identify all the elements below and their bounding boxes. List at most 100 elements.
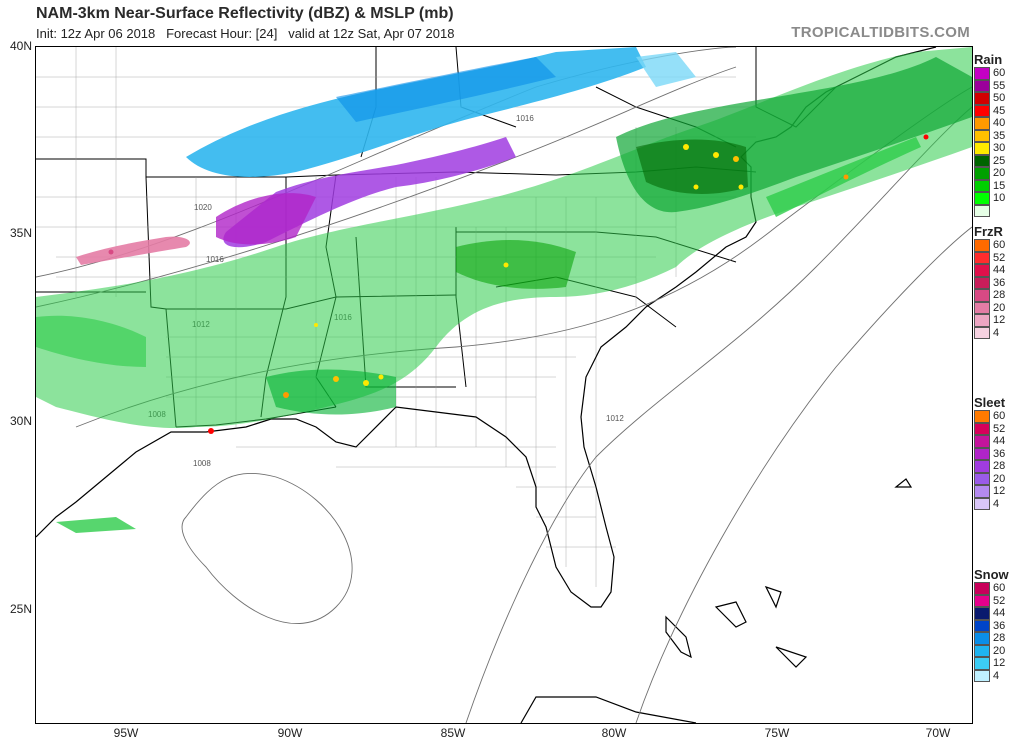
legend-tick-label: 10 bbox=[993, 192, 1006, 204]
isobar-label: 1008 bbox=[193, 459, 211, 468]
sleet-band bbox=[216, 137, 517, 248]
legend-color-row: 45 bbox=[972, 104, 1006, 117]
legend-tick-label: 60 bbox=[993, 582, 1006, 594]
legend-snow: Snow 60 52 44 36 28 20 12 4 bbox=[972, 567, 1009, 682]
legend-swatch bbox=[974, 167, 990, 180]
legend-tick-label: 60 bbox=[993, 67, 1006, 79]
legend-swatch bbox=[974, 460, 990, 473]
legend-tick-label: 44 bbox=[993, 435, 1006, 447]
legend-swatch bbox=[974, 239, 990, 252]
map-subtitle: Init: 12z Apr 06 2018 Forecast Hour: [24… bbox=[36, 26, 455, 41]
brand-watermark: TROPICALTIDBITS.COM bbox=[791, 24, 970, 41]
legend-sleet: Sleet 60 52 44 36 28 20 12 4 bbox=[972, 395, 1005, 510]
legend-color-row: 10 bbox=[972, 192, 1006, 205]
legend-swatch bbox=[974, 410, 990, 423]
legend-color-row: 60 bbox=[972, 410, 1005, 423]
lat-label-40n: 40N bbox=[9, 39, 32, 53]
legend-color-row: 44 bbox=[972, 435, 1005, 448]
legend-tick-label: 15 bbox=[993, 179, 1006, 192]
legend-swatch bbox=[974, 92, 990, 105]
lon-label-85w: 85W bbox=[440, 726, 466, 740]
legend-swatch bbox=[974, 204, 990, 217]
legend-swatch bbox=[974, 251, 990, 264]
legend-tick-label: 20 bbox=[993, 167, 1006, 179]
legend-swatch bbox=[974, 276, 990, 289]
lat-label-30n: 30N bbox=[9, 414, 32, 428]
legend-tick-label: 52 bbox=[993, 594, 1006, 607]
legend-color-row: 30 bbox=[972, 142, 1005, 155]
legend-swatch bbox=[974, 104, 990, 117]
legend-swatch bbox=[974, 129, 990, 142]
legend-color-row: 60 bbox=[972, 67, 1006, 80]
legend-color-row: 60 bbox=[972, 582, 1009, 595]
legend-color-row: 52 bbox=[972, 594, 1009, 607]
legend-swatch bbox=[974, 472, 990, 485]
legend-color-row: 36 bbox=[972, 619, 1009, 632]
legend-color-row: 12 bbox=[972, 314, 1006, 327]
legend-tick-label: 20 bbox=[993, 644, 1006, 657]
legend-tick-label: 45 bbox=[993, 104, 1006, 117]
legend-color-row: 36 bbox=[972, 447, 1005, 460]
legend-color-row: 40 bbox=[972, 117, 1006, 130]
legend-tick-label: 44 bbox=[993, 264, 1006, 276]
legend-swatch bbox=[974, 264, 990, 277]
legend-color-row: 4 bbox=[972, 326, 1003, 339]
isobar-label: 1012 bbox=[606, 414, 624, 423]
legend-swatch bbox=[974, 435, 990, 448]
legend-color-row: 44 bbox=[972, 607, 1009, 620]
legend-color-row: 28 bbox=[972, 460, 1005, 473]
legend-tick-label: 4 bbox=[993, 326, 1000, 339]
legend-swatch bbox=[974, 619, 990, 632]
legend-swatch bbox=[974, 485, 990, 498]
legend-swatch bbox=[974, 142, 990, 155]
legend-tick-label: 50 bbox=[993, 92, 1006, 104]
legend-swatch bbox=[974, 607, 990, 620]
legend-swatch bbox=[974, 326, 990, 339]
legend-color-row: 60 bbox=[972, 239, 1006, 252]
legend-tick-label: 60 bbox=[993, 410, 1006, 422]
legend-tick-label: 36 bbox=[993, 276, 1006, 289]
legend-tick-label: 35 bbox=[993, 129, 1006, 142]
isobar-label: 1016 bbox=[206, 255, 224, 264]
legend-color-row: 20 bbox=[972, 167, 1006, 180]
legend-swatch bbox=[974, 179, 990, 192]
lon-label-70w: 70W bbox=[925, 726, 951, 740]
legend-tick-label: 20 bbox=[993, 472, 1006, 485]
legend-tick-label: 44 bbox=[993, 607, 1006, 619]
reflectivity-map: 1016 1020 1016 1012 1016 1008 1012 1008 bbox=[36, 47, 972, 723]
legend-swatch bbox=[974, 644, 990, 657]
legend-swatch bbox=[974, 497, 990, 510]
lon-label-90w: 90W bbox=[277, 726, 303, 740]
legend-color-row: 15 bbox=[972, 179, 1006, 192]
legend-sleet-scale: 60 52 44 36 28 20 12 4 bbox=[972, 410, 1005, 510]
legend-swatch bbox=[974, 67, 990, 80]
legend-swatch bbox=[974, 192, 990, 205]
legend-frzr-title: FrzR bbox=[974, 224, 1003, 239]
legend-color-row: 4 bbox=[972, 497, 1005, 510]
legend-color-row: 35 bbox=[972, 129, 1006, 142]
legend-swatch bbox=[974, 594, 990, 607]
map-panel[interactable]: 1016 1020 1016 1012 1016 1008 1012 1008 bbox=[35, 46, 973, 724]
legend-tick-label: 52 bbox=[993, 422, 1006, 435]
legend-color-row: 44 bbox=[972, 264, 1006, 277]
legend-snow-title: Snow bbox=[974, 567, 1009, 582]
legend-color-row: 4 bbox=[972, 669, 1009, 682]
legend-tick-label: 12 bbox=[993, 314, 1006, 326]
legend-tick-label: 40 bbox=[993, 117, 1006, 129]
heavy-cores bbox=[108, 134, 929, 434]
legend-rain-scale: 60 55 50 45 40 35 30 25 20 15 10 bbox=[972, 67, 1006, 217]
legend-color-row: 20 bbox=[972, 644, 1009, 657]
legend-tick-label: 20 bbox=[993, 301, 1006, 314]
legend-tick-label: 60 bbox=[993, 239, 1006, 251]
snow-band bbox=[186, 47, 696, 177]
legend-tick-label: 12 bbox=[993, 485, 1006, 497]
legend-swatch bbox=[974, 79, 990, 92]
legend-tick-label: 4 bbox=[993, 497, 1000, 510]
legend-tick-label: 28 bbox=[993, 460, 1006, 472]
legend-color-row: 36 bbox=[972, 276, 1006, 289]
lon-label-95w: 95W bbox=[113, 726, 139, 740]
legend-color-row: 52 bbox=[972, 251, 1005, 264]
freezing-rain-band bbox=[76, 236, 190, 265]
legend-swatch bbox=[974, 422, 990, 435]
legend-snow-scale: 60 52 44 36 28 20 12 4 bbox=[972, 582, 1009, 682]
